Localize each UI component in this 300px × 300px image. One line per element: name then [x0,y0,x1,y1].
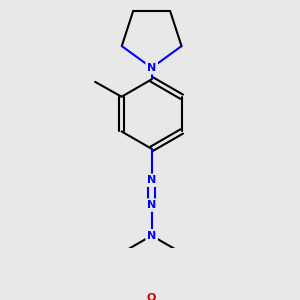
Text: N: N [147,63,156,73]
Text: N: N [147,231,156,241]
Text: O: O [147,293,156,300]
Text: N: N [147,175,156,185]
Text: N: N [147,200,156,210]
